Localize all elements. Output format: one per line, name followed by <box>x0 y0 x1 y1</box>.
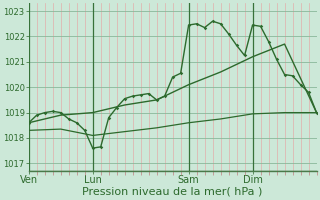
X-axis label: Pression niveau de la mer( hPa ): Pression niveau de la mer( hPa ) <box>83 187 263 197</box>
